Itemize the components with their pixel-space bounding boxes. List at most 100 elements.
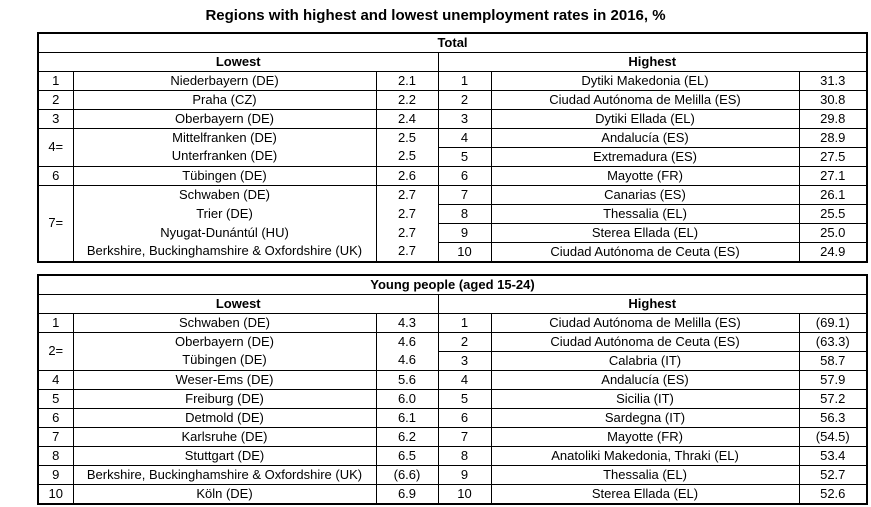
lowest-value-cell: 5.6 <box>375 370 439 390</box>
page-title: Regions with highest and lowest unemploy… <box>205 7 666 24</box>
lowest-region-cell: Berkshire, Buckinghamshire & Oxfordshire… <box>72 242 377 263</box>
highest-region-cell: Dytiki Ellada (EL) <box>490 109 800 129</box>
lowest-rank-cell: 7= <box>37 185 74 263</box>
highest-region-cell: Mayotte (FR) <box>490 427 800 447</box>
highest-region-cell: Extremadura (ES) <box>490 147 800 167</box>
lowest-value-cell: 2.6 <box>375 166 439 186</box>
table-row: Unterfranken (DE) 2.5 5 Extremadura (ES) 27.… <box>38 147 868 167</box>
highest-value-cell: 24.9 <box>798 242 868 263</box>
lowest-value-cell: 6.9 <box>375 484 439 505</box>
lowest-rank-cell: 8 <box>37 446 74 466</box>
highest-value-cell: 53.4 <box>798 446 868 466</box>
lowest-rank-cell: 4 <box>37 370 74 390</box>
highest-region-cell: Andalucía (ES) <box>490 128 800 148</box>
highest-rank-cell: 9 <box>437 465 492 485</box>
table-row: 2= Oberbayern (DE) 4.6 2 Ciudad Autónoma de … <box>37 332 868 371</box>
highest-rank-cell: 3 <box>437 351 492 371</box>
young-people-table: Young people (aged 15-24) Lowest Highest 1 S… <box>37 274 868 505</box>
highest-region-cell: Andalucía (ES) <box>490 370 800 390</box>
lowest-value-cell: 2.7 <box>375 185 439 205</box>
lowest-value-cell: 6.0 <box>375 389 439 409</box>
lowest-rank-cell: 3 <box>37 109 74 129</box>
table-row: Tübingen (DE) 4.6 3 Calabria (IT) 58.7 <box>38 351 868 371</box>
highest-header-cell: Highest <box>437 294 868 314</box>
highest-value-cell: 30.8 <box>798 90 868 110</box>
highest-rank-cell: 7 <box>437 185 492 205</box>
highest-rank-cell: 2 <box>437 332 492 352</box>
lowest-value-cell: 2.7 <box>375 204 439 224</box>
highest-rank-cell: 6 <box>437 408 492 428</box>
highest-value-cell: 27.5 <box>798 147 868 167</box>
highest-rank-cell: 2 <box>437 90 492 110</box>
highest-region-cell: Ciudad Autónoma de Melilla (ES) <box>490 90 800 110</box>
table-row: Berkshire, Buckinghamshire & Oxfordshire… <box>38 242 868 263</box>
lowest-region-cell: Oberbayern (DE) <box>72 332 377 352</box>
highest-region-cell: Sardegna (IT) <box>490 408 800 428</box>
highest-value-cell: (54.5) <box>798 427 868 447</box>
lowest-region-cell: Karlsruhe (DE) <box>72 427 377 447</box>
highest-value-cell: 52.7 <box>798 465 868 485</box>
lowest-value-cell: 6.1 <box>375 408 439 428</box>
lowest-rank-cell: 5 <box>37 389 74 409</box>
lowest-region-cell: Stuttgart (DE) <box>72 446 377 466</box>
lowest-rank-cell: 6 <box>37 408 74 428</box>
lowest-region-cell: Freiburg (DE) <box>72 389 377 409</box>
lowest-region-cell: Tübingen (DE) <box>72 166 377 186</box>
highest-region-cell: Canarias (ES) <box>490 185 800 205</box>
table-row: Trier (DE) 2.7 8 Thessalia (EL) 25.5 <box>38 204 868 224</box>
lowest-region-cell: Unterfranken (DE) <box>72 147 377 167</box>
highest-rank-cell: 9 <box>437 223 492 243</box>
highest-region-cell: Mayotte (FR) <box>490 166 800 186</box>
table-title-cell: Young people (aged 15-24) <box>37 274 868 295</box>
highest-value-cell: 25.5 <box>798 204 868 224</box>
table-row: 10 Köln (DE) 6.9 10 Sterea Ellada (EL) 52.6 <box>37 484 868 505</box>
lowest-rank-cell: 6 <box>37 166 74 186</box>
highest-region-cell: Thessalia (EL) <box>490 465 800 485</box>
highest-rank-cell: 4 <box>437 370 492 390</box>
highest-region-cell: Ciudad Autónoma de Melilla (ES) <box>490 313 800 333</box>
lowest-rank-cell: 7 <box>37 427 74 447</box>
table-row: 2 Praha (CZ) 2.2 2 Ciudad Autónoma de Melill… <box>37 90 868 110</box>
table-row: 4= Mittelfranken (DE) 2.5 4 Andalucía (ES) 28… <box>37 128 868 167</box>
lowest-rank-cell: 1 <box>37 71 74 91</box>
highest-region-cell: Calabria (IT) <box>490 351 800 371</box>
total-table: Total Lowest Highest 1 Niederbayern (DE) 2.1 1… <box>37 32 868 263</box>
highest-region-cell: Thessalia (EL) <box>490 204 800 224</box>
lowest-value-cell: 6.5 <box>375 446 439 466</box>
lowest-value-cell: 2.5 <box>375 147 439 167</box>
highest-value-cell: 56.3 <box>798 408 868 428</box>
lowest-rank-cell: 1 <box>37 313 74 333</box>
lowest-value-cell: 2.4 <box>375 109 439 129</box>
table-row: 7 Karlsruhe (DE) 6.2 7 Mayotte (FR) (54.5) <box>37 427 868 447</box>
highest-value-cell: 31.3 <box>798 71 868 91</box>
lowest-rank-cell: 2= <box>37 332 74 371</box>
lowest-header-cell: Lowest <box>37 294 439 314</box>
highest-rank-cell: 6 <box>437 166 492 186</box>
lowest-value-cell: 2.5 <box>375 128 439 148</box>
lowest-rank-cell: 10 <box>37 484 74 505</box>
highest-region-cell: Sterea Ellada (EL) <box>490 484 800 505</box>
highest-rank-cell: 10 <box>437 242 492 263</box>
table-row: 4 Weser-Ems (DE) 5.6 4 Andalucía (ES) 57.9 <box>37 370 868 390</box>
highest-rank-cell: 3 <box>437 109 492 129</box>
highest-region-cell: Ciudad Autónoma de Ceuta (ES) <box>490 332 800 352</box>
table-row: 6 Detmold (DE) 6.1 6 Sardegna (IT) 56.3 <box>37 408 868 428</box>
table-row: 6 Tübingen (DE) 2.6 6 Mayotte (FR) 27.1 <box>37 166 868 186</box>
highest-header-cell: Highest <box>437 52 868 72</box>
lowest-value-cell: 6.2 <box>375 427 439 447</box>
lowest-value-cell: 2.2 <box>375 90 439 110</box>
lowest-region-cell: Mittelfranken (DE) <box>72 128 377 148</box>
highest-value-cell: 29.8 <box>798 109 868 129</box>
highest-value-cell: 26.1 <box>798 185 868 205</box>
lowest-region-cell: Oberbayern (DE) <box>72 109 377 129</box>
lowest-region-cell: Detmold (DE) <box>72 408 377 428</box>
lowest-region-cell: Tübingen (DE) <box>72 351 377 371</box>
table-row: 9 Berkshire, Buckinghamshire & Oxfordshir… <box>37 465 868 485</box>
highest-value-cell: 57.2 <box>798 389 868 409</box>
table-row: 5 Freiburg (DE) 6.0 5 Sicilia (IT) 57.2 <box>37 389 868 409</box>
highest-rank-cell: 1 <box>437 71 492 91</box>
highest-rank-cell: 1 <box>437 313 492 333</box>
highest-value-cell: 25.0 <box>798 223 868 243</box>
lowest-value-cell: 2.7 <box>375 223 439 243</box>
